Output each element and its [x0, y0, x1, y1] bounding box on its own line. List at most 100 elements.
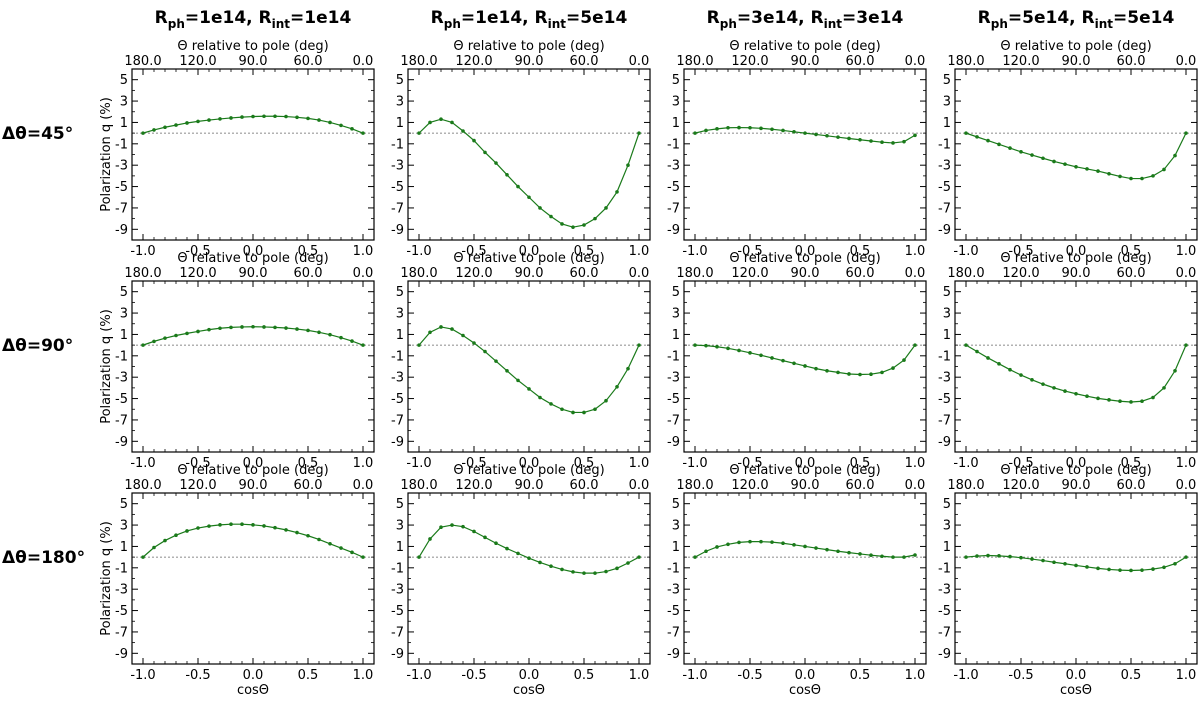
data-point: [527, 195, 531, 200]
y-tick-label: 3: [943, 307, 951, 322]
panel-grid: -1.0 -0.5 0.0 0.5 1.0 180.0 120.0 90.0 60.0 0.0 5 3…: [99, 39, 1198, 698]
data-point: [891, 555, 895, 559]
data-point: [726, 346, 730, 351]
data-point: [317, 330, 321, 335]
title-subscript: int: [1095, 17, 1114, 31]
y-tick-label: -7: [115, 413, 128, 428]
panel-frame: [131, 68, 375, 241]
data-point: [825, 133, 829, 138]
y-tick-label: 5: [672, 497, 680, 512]
data-point: [803, 544, 807, 549]
data-point: [975, 554, 979, 558]
top-axis-title: Θ relative to pole (deg): [729, 251, 880, 266]
panel-frame: [407, 280, 651, 453]
y-tick-label: 1: [943, 328, 951, 343]
data-point: [339, 335, 343, 340]
title-subscript: ph: [720, 17, 737, 31]
data-point: [472, 529, 476, 534]
y-tick-label: -5: [391, 392, 404, 407]
data-point: [975, 349, 979, 354]
data-point: [1085, 565, 1089, 569]
y-tick-label: 1: [672, 328, 680, 343]
x-tick-label: 0.5: [1121, 668, 1142, 683]
data-point: [615, 385, 619, 389]
data-point: [1118, 174, 1122, 179]
data-point: [637, 343, 641, 347]
top-tick-label: 60.0: [846, 266, 875, 281]
data-point: [604, 206, 608, 210]
data-point: [1129, 176, 1133, 181]
x-tick-label: 0.5: [574, 244, 595, 259]
x-tick-label: 0.0: [243, 244, 264, 259]
data-point: [141, 343, 145, 347]
data-point: [450, 327, 454, 331]
y-tick-label: -7: [938, 413, 951, 428]
data-point: [361, 343, 365, 347]
data-point: [505, 173, 509, 177]
data-point: [781, 541, 785, 546]
data-point: [869, 139, 873, 143]
data-point: [1085, 394, 1089, 399]
data-point: [207, 524, 211, 528]
column-title: Rph=3e14, Rint=3e14: [707, 8, 904, 31]
data-point: [251, 523, 255, 527]
data-point: [196, 119, 200, 124]
x-tick-label: 0.0: [243, 668, 264, 683]
y-tick-label: 5: [672, 73, 680, 88]
y-tick-label: 3: [943, 95, 951, 110]
data-point: [1140, 399, 1144, 404]
data-point: [869, 553, 873, 558]
top-tick-label: 180.0: [124, 266, 161, 281]
y-tick-label: -9: [938, 435, 951, 450]
top-tick-label: 0.0: [353, 266, 374, 281]
data-point: [141, 555, 145, 559]
y-tick-label: -5: [115, 604, 128, 619]
x-tick-label: -0.5: [737, 456, 762, 471]
data-point: [339, 123, 343, 128]
top-tick-label: 0.0: [1176, 266, 1197, 281]
data-point: [986, 356, 990, 360]
data-point: [560, 222, 564, 226]
data-point: [847, 372, 851, 376]
data-point: [339, 546, 343, 550]
top-tick-label: 0.0: [629, 54, 650, 69]
data-point: [218, 326, 222, 331]
data-point: [693, 343, 697, 347]
top-tick-label: 0.0: [629, 478, 650, 493]
top-tick-label: 180.0: [400, 54, 437, 69]
top-tick-label: 90.0: [515, 478, 544, 493]
y-tick-label: -7: [391, 413, 404, 428]
panel-r1-c1: -1.0 -0.5 0.0 0.5 1.0 180.0 120.0 90.0 60.0 0.0 5 3…: [391, 251, 651, 471]
y-tick-label: -3: [938, 583, 951, 598]
data-point: [1107, 567, 1111, 572]
data-point: [306, 533, 310, 538]
data-point: [229, 116, 233, 120]
data-point: [549, 214, 553, 219]
data-point: [604, 398, 608, 403]
top-tick-label: 90.0: [239, 54, 268, 69]
data-point: [803, 364, 807, 368]
data-point: [1129, 568, 1133, 573]
top-tick-label: 120.0: [731, 478, 768, 493]
data-point: [693, 555, 697, 559]
data-point: [693, 131, 697, 135]
x-axis-title: cosΘ: [789, 683, 821, 698]
data-point: [505, 546, 509, 551]
data-point: [1008, 554, 1012, 559]
panel-r2-c3: -1.0 -0.5 0.0 0.5 1.0 180.0 120.0 90.0 60.0 0.0 5 3…: [938, 463, 1198, 698]
x-tick-label: 0.5: [574, 456, 595, 471]
data-point: [295, 115, 299, 120]
data-point: [549, 564, 553, 569]
x-tick-label: -0.5: [737, 668, 762, 683]
x-tick-label: 0.0: [519, 668, 540, 683]
data-point: [715, 127, 719, 131]
data-point: [494, 541, 498, 546]
data-point: [1019, 555, 1023, 560]
data-point: [1030, 557, 1034, 561]
data-point: [163, 125, 167, 130]
y-tick-label: -5: [938, 604, 951, 619]
title-subscript: int: [272, 17, 291, 31]
data-point: [814, 366, 818, 371]
x-tick-label: 1.0: [905, 668, 926, 683]
data-point: [1184, 343, 1188, 347]
